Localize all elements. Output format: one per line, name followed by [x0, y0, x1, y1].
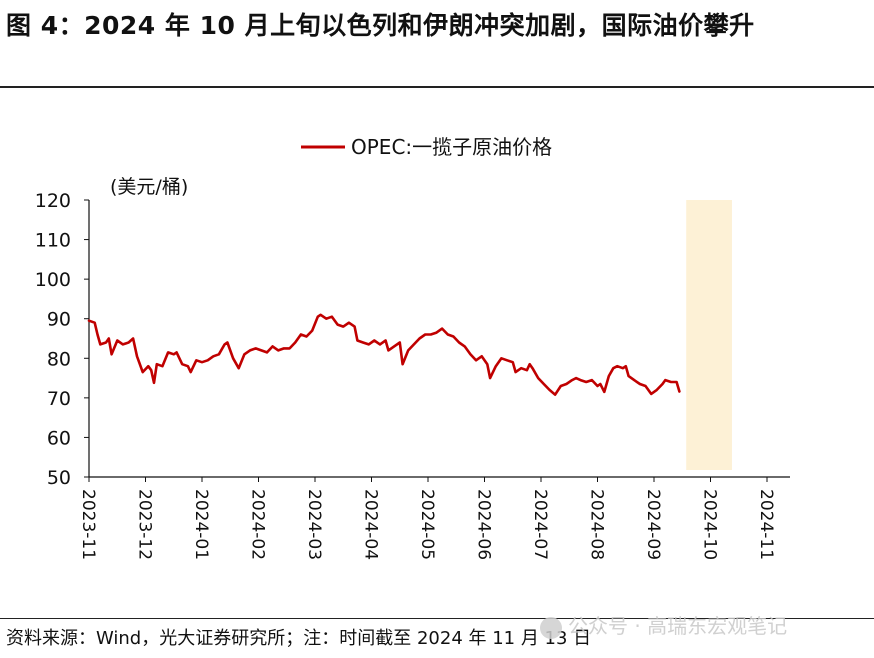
x-axis-ticks: 2023-11 2023-12 2024-01 2024-02 2024-03 2024-… [78, 477, 776, 560]
legend-label: OPEC:一揽子原油价格 [351, 135, 552, 159]
watermark: 公众号 · 高瑞东宏观笔记 [540, 610, 787, 639]
x-tick-label: 2023-12 [135, 489, 155, 560]
y-tick-label: 100 [35, 269, 71, 291]
x-tick-label: 2024-07 [530, 489, 550, 560]
x-tick-label: 2024-06 [474, 489, 494, 560]
x-tick-label: 2024-11 [756, 489, 776, 560]
x-tick-label: 2024-05 [417, 489, 437, 560]
y-tick-label: 110 [35, 230, 71, 252]
chart-axes [88, 200, 790, 478]
y-tick-label: 60 [47, 427, 71, 449]
footer-divider [0, 618, 874, 619]
x-tick-label: 2024-10 [700, 489, 720, 560]
x-tick-label: 2024-08 [587, 489, 607, 560]
figure-title: 图 4：2024 年 10 月上旬以色列和伊朗冲突加剧，国际油价攀升 [6, 11, 755, 40]
source-note: 资料来源：Wind，光大证券研究所；注：时间截至 2024 年 11 月 13 … [6, 628, 592, 649]
y-axis-unit-label: (美元/桶) [110, 176, 188, 198]
y-tick-label: 120 [35, 190, 71, 212]
y-axis-ticks: 50 60 70 80 90 100 110 120 [35, 190, 89, 489]
y-tick-label: 80 [47, 348, 71, 370]
highlight-band [686, 200, 732, 470]
line-chart: 50 60 70 80 90 100 110 120 2023-11 2023-12 2024-0… [35, 135, 790, 560]
y-tick-label: 90 [47, 309, 71, 331]
title-divider [0, 86, 874, 88]
watermark-text: 公众号 · 高瑞东宏观笔记 [568, 614, 788, 638]
x-tick-label: 2023-11 [78, 489, 98, 560]
x-tick-label: 2024-04 [361, 489, 381, 560]
x-tick-label: 2024-03 [304, 489, 324, 560]
series-line-opec-basket [87, 313, 681, 396]
series-layer [87, 313, 681, 396]
x-tick-label: 2024-09 [643, 489, 663, 560]
y-tick-label: 70 [47, 388, 71, 410]
x-tick-label: 2024-01 [191, 489, 211, 560]
wechat-icon [540, 616, 562, 639]
x-tick-label: 2024-02 [248, 489, 268, 560]
y-tick-label: 50 [47, 467, 71, 489]
